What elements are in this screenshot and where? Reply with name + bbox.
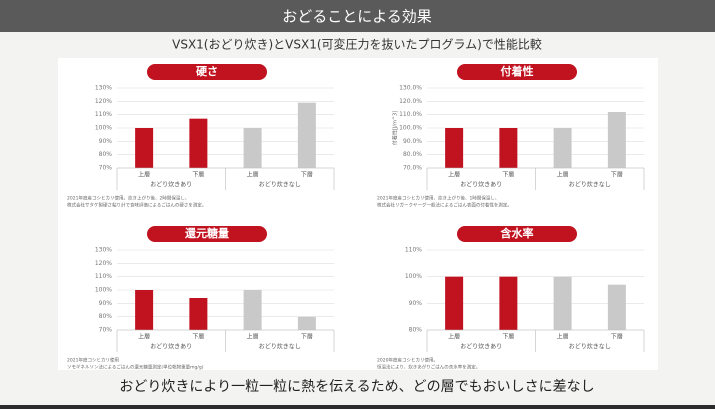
x-tick-label: 上層 bbox=[448, 171, 460, 179]
y-axis-label: 付着性[J/m^3] bbox=[392, 111, 399, 145]
x-tick-label: 下層 bbox=[611, 334, 623, 341]
title-pill bbox=[457, 64, 577, 80]
group-label: おどり炊きなし bbox=[259, 343, 301, 351]
group-label: おどり炊きなし bbox=[569, 181, 611, 189]
slide-caption: おどり炊きにより一粒一粒に熱を伝えるため、どの層でもおいしさに差なし bbox=[119, 379, 594, 395]
bar bbox=[607, 112, 626, 168]
x-tick-label: 上層 bbox=[138, 333, 150, 341]
y-tick-label: 100% bbox=[405, 273, 422, 280]
chart-title: 還元糖量 bbox=[185, 226, 229, 240]
bar bbox=[189, 298, 208, 330]
group-label: おどり炊きあり bbox=[150, 343, 192, 351]
y-tick-label: 130.0% bbox=[399, 85, 422, 92]
y-tick-label: 110% bbox=[95, 111, 112, 118]
footnote: 2020年度産コシヒカリ使用。 bbox=[377, 357, 438, 364]
y-tick-label: 90% bbox=[99, 300, 113, 307]
footnote: 株式会社リガークヤーグ一般法によるごはん表面の付着性を測定。 bbox=[377, 202, 512, 209]
y-tick-label: 110.0% bbox=[399, 111, 422, 118]
bar bbox=[553, 128, 572, 168]
bar bbox=[135, 290, 154, 330]
footnote: ソモギネルソン法によるごはんの還元糖量測定(単位乾物重量mg/g) bbox=[67, 364, 204, 371]
footnote: 恒温法により、炊きあがりごはんの含水率を測定。 bbox=[377, 364, 480, 371]
y-tick-label: 80% bbox=[99, 313, 113, 320]
y-tick-label: 130% bbox=[95, 85, 112, 92]
x-tick-label: 下層 bbox=[192, 334, 204, 341]
y-tick-label: 120% bbox=[95, 260, 112, 267]
group-label: おどり炊きあり bbox=[460, 181, 502, 189]
x-tick-label: 上層 bbox=[247, 333, 259, 341]
title-pill bbox=[147, 226, 267, 242]
title-pill bbox=[457, 226, 577, 242]
bar bbox=[297, 316, 316, 330]
x-tick-label: 上層 bbox=[557, 171, 569, 179]
y-tick-label: 90% bbox=[409, 300, 423, 307]
y-tick-label: 130% bbox=[95, 247, 112, 254]
group-label: おどり炊きあり bbox=[150, 181, 192, 189]
y-tick-label: 90% bbox=[99, 138, 113, 145]
y-tick-label: 100% bbox=[95, 287, 112, 294]
y-tick-label: 120% bbox=[95, 98, 112, 105]
y-tick-label: 100.0% bbox=[399, 125, 422, 132]
bar bbox=[499, 276, 518, 330]
chart-title: 含水率 bbox=[500, 226, 534, 240]
footnote: 2021年度コシヒカリ使用 bbox=[67, 357, 119, 364]
group-label: おどり炊きなし bbox=[569, 343, 611, 351]
footnote: 2021年度産コシヒカリ使用、炊き上がり後、1時間保温し、 bbox=[377, 195, 499, 202]
group-label: おどり炊きなし bbox=[259, 181, 301, 189]
y-tick-label: 100% bbox=[95, 125, 112, 132]
footnote: 株式会社サタケ製硬さ粘り計で食味評価によるごはんの硬さを測定。 bbox=[67, 202, 206, 209]
y-tick-label: 90.0% bbox=[403, 138, 422, 145]
bar bbox=[607, 284, 626, 330]
y-tick-label: 110% bbox=[95, 273, 112, 280]
title-pill bbox=[147, 64, 267, 80]
bar bbox=[297, 102, 316, 168]
x-tick-label: 下層 bbox=[502, 172, 514, 179]
bar bbox=[135, 128, 154, 168]
slide-title: おどることによる効果 bbox=[282, 8, 432, 26]
bar bbox=[445, 276, 464, 330]
bar bbox=[189, 118, 208, 168]
x-tick-label: 上層 bbox=[448, 333, 460, 341]
bar bbox=[243, 290, 262, 330]
x-tick-label: 下層 bbox=[192, 172, 204, 179]
x-tick-label: 上層 bbox=[247, 171, 259, 179]
x-tick-label: 上層 bbox=[557, 333, 569, 341]
chart-title: 付着性 bbox=[501, 64, 534, 78]
header-bar bbox=[0, 0, 715, 32]
y-tick-label: 80.0% bbox=[403, 151, 422, 158]
y-tick-label: 80% bbox=[409, 327, 423, 334]
y-tick-label: 70% bbox=[99, 165, 113, 172]
y-tick-label: 70% bbox=[99, 327, 113, 334]
slide-subtitle: VSX1(おどり炊き)とVSX1(可変圧力を抜いたプログラム)で性能比較 bbox=[172, 37, 542, 52]
x-tick-label: 下層 bbox=[502, 334, 514, 341]
y-tick-label: 120.0% bbox=[399, 98, 422, 105]
chart-title: 硬さ bbox=[196, 65, 218, 78]
y-tick-label: 80% bbox=[99, 151, 113, 158]
y-tick-label: 110% bbox=[405, 247, 422, 254]
x-tick-label: 下層 bbox=[301, 334, 313, 341]
bar bbox=[499, 128, 518, 168]
bar bbox=[553, 276, 572, 330]
bar bbox=[243, 128, 262, 168]
x-tick-label: 上層 bbox=[138, 171, 150, 179]
group-label: おどり炊きあり bbox=[460, 343, 502, 351]
footnote: 2021年度産コシヒカリ使用。炊き上がり後、2時間保温し、 bbox=[67, 195, 189, 202]
y-tick-label: 70.0% bbox=[403, 165, 422, 172]
x-tick-label: 下層 bbox=[301, 172, 313, 179]
x-tick-label: 下層 bbox=[611, 172, 623, 179]
bar bbox=[445, 128, 464, 168]
